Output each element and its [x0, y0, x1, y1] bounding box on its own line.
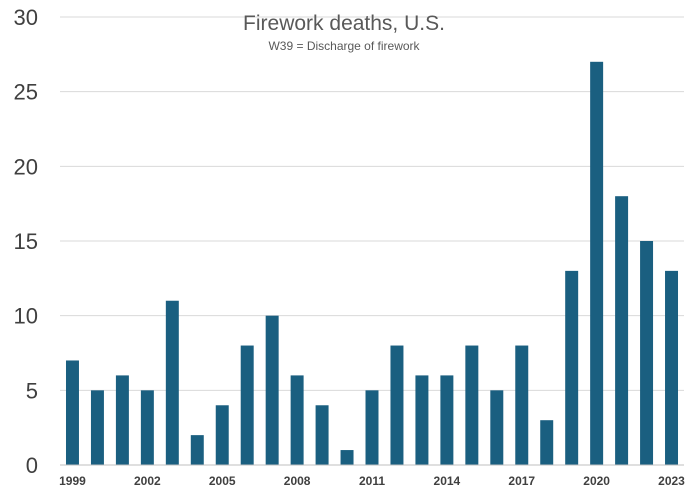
- y-tick-label: 25: [14, 80, 38, 105]
- bar-2006: [240, 345, 254, 465]
- x-tick-label: 2002: [134, 474, 161, 488]
- y-tick-label: 20: [14, 154, 38, 179]
- bar-2012: [390, 345, 404, 465]
- bar-2007: [265, 315, 279, 465]
- bar-2020: [590, 61, 604, 466]
- x-tick-label: 2017: [508, 474, 535, 488]
- bar-2002: [140, 390, 154, 465]
- bars: [65, 61, 679, 466]
- y-axis-ticks: 0 5 10 15 20 25 30: [14, 5, 38, 478]
- x-tick-label: 2023: [658, 474, 685, 488]
- x-tick-label: 2011: [359, 474, 385, 488]
- bar-2021: [615, 196, 629, 465]
- bar-2013: [415, 375, 429, 465]
- chart-subtitle: W39 = Discharge of firework: [268, 39, 420, 53]
- bar-2015: [465, 345, 479, 465]
- bar-2001: [115, 375, 129, 465]
- y-tick-label: 10: [14, 304, 38, 329]
- bar-2016: [490, 390, 504, 465]
- gridlines: [60, 16, 684, 391]
- x-tick-label: 2014: [434, 474, 461, 488]
- bar-2003: [165, 300, 179, 465]
- bar-2000: [90, 390, 104, 465]
- bar-2017: [515, 345, 529, 465]
- bar-2014: [440, 375, 454, 465]
- bar-2009: [315, 405, 329, 465]
- x-axis-ticks: 1999 2002 2005 2008 2011 2014 2017 2020 2023: [59, 474, 685, 488]
- bar-2004: [190, 435, 204, 465]
- x-tick-label: 2005: [209, 474, 236, 488]
- bar-2019: [565, 270, 579, 465]
- bar-2023: [665, 270, 679, 465]
- y-tick-label: 15: [14, 229, 38, 254]
- x-tick-label: 2008: [284, 474, 311, 488]
- bar-2018: [540, 420, 554, 465]
- chart-title: Firework deaths, U.S.: [243, 12, 445, 35]
- bar-2011: [365, 390, 379, 465]
- y-tick-label: 30: [14, 5, 38, 30]
- x-tick-label: 1999: [59, 474, 86, 488]
- y-tick-label: 5: [26, 378, 38, 403]
- y-tick-label: 0: [26, 453, 38, 478]
- bar-1999: [65, 360, 79, 465]
- bar-2022: [640, 241, 654, 465]
- bar-2008: [290, 375, 304, 465]
- x-tick-label: 2020: [583, 474, 610, 488]
- bar-2010: [340, 450, 354, 465]
- bar-2005: [215, 405, 229, 465]
